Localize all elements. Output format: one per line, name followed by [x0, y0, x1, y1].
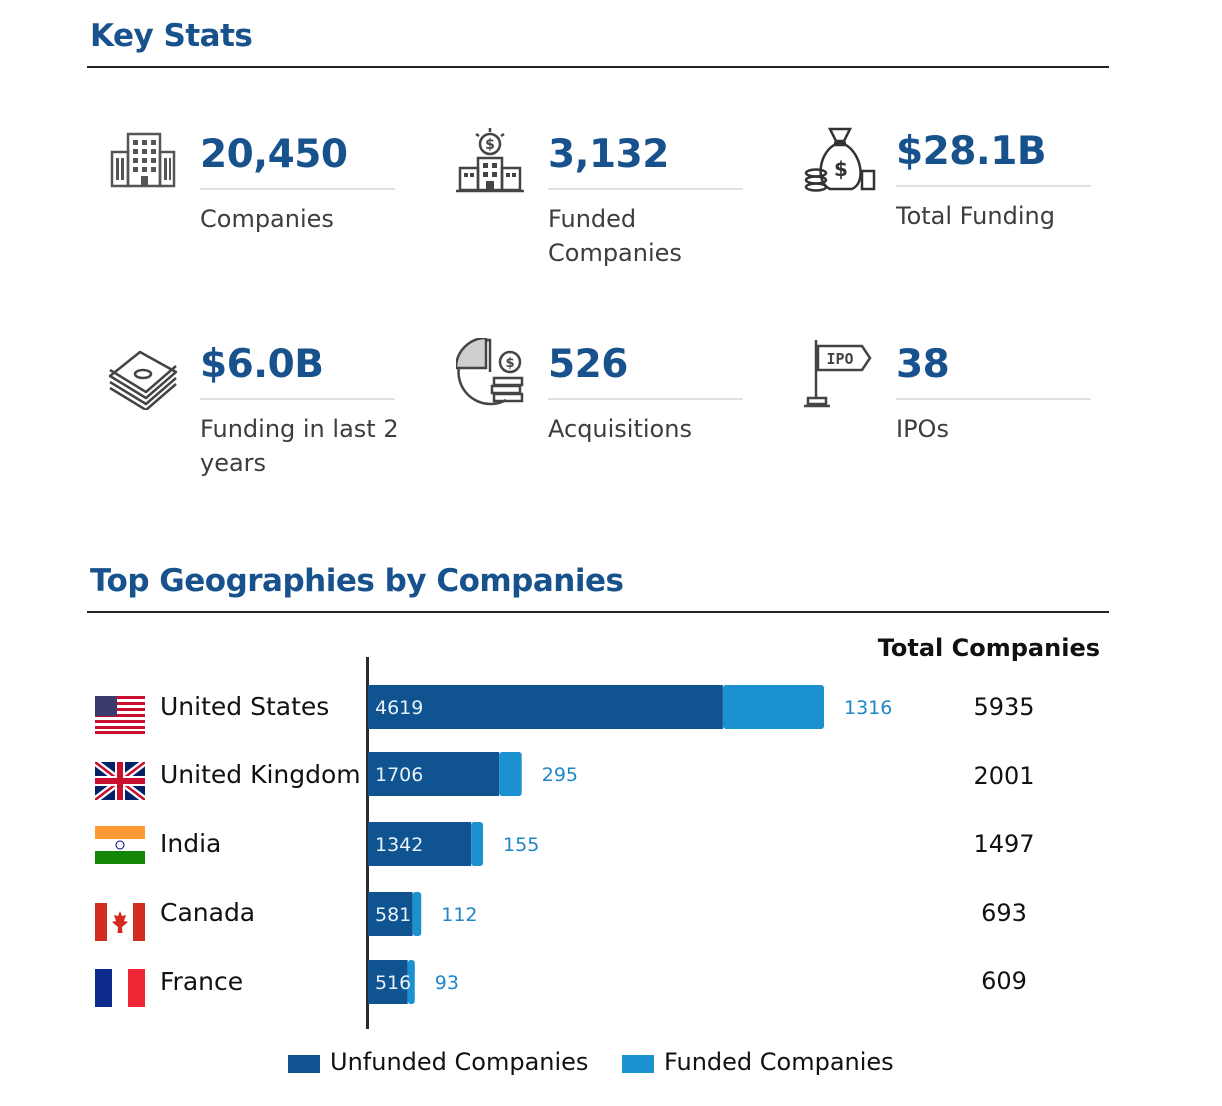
bar-group: 581 112 [368, 892, 478, 936]
data-label-unfunded: 1706 [375, 764, 423, 786]
bar-unfunded [368, 892, 413, 936]
ipo-signpost-icon: IPO [804, 340, 872, 408]
legend-label: Unfunded Companies [330, 1048, 589, 1076]
stat-divider [896, 185, 1091, 187]
stat-funding-last-2-years: $6.0B Funding in last 2 years [108, 338, 428, 488]
stat-value: 38 [896, 342, 950, 387]
stat-value: $6.0B [200, 342, 324, 387]
stat-divider [896, 398, 1091, 400]
bar-unfunded [368, 822, 472, 866]
stat-label: Acquisitions [548, 415, 692, 443]
key-stats-title: Key Stats [90, 18, 253, 54]
country-label: Canada [160, 898, 256, 927]
stat-label: IPOs [896, 415, 949, 443]
data-label-funded: 155 [503, 834, 539, 856]
stat-ipos: IPO 38 IPOs [804, 338, 1124, 488]
geographies-divider [87, 611, 1109, 613]
country-label: United Kingdom [160, 760, 361, 789]
total-value: 1497 [973, 830, 1035, 858]
stat-value: 526 [548, 342, 628, 387]
data-label-unfunded: 1342 [375, 834, 423, 856]
stat-divider [548, 398, 743, 400]
stat-companies: 20,450 Companies [108, 128, 428, 278]
bar-group: 4619 1316 [368, 685, 892, 729]
data-label-funded: 93 [435, 972, 459, 994]
stat-label: Total Funding [896, 202, 1055, 230]
bar-group: 1342 155 [368, 822, 539, 866]
bar-unfunded [368, 685, 723, 729]
country-label: India [160, 829, 222, 858]
stat-acquisitions: $ 526 Acquisitions [456, 338, 776, 488]
bar-funded [499, 752, 522, 796]
bar-funded [471, 822, 484, 866]
stat-divider [200, 188, 395, 190]
pie-coins-icon: $ [456, 338, 524, 406]
stat-value: 3,132 [548, 132, 669, 177]
svg-text:$: $ [485, 137, 495, 153]
legend-swatch-unfunded [288, 1055, 320, 1073]
stat-divider [548, 188, 743, 190]
stat-value: 20,450 [200, 132, 348, 177]
legend-swatch-funded [622, 1055, 654, 1073]
bar-unfunded [368, 752, 500, 796]
stat-label: Companies [200, 205, 334, 233]
data-label-unfunded: 581 [375, 904, 411, 926]
chart-axis [366, 657, 369, 1029]
stat-divider [200, 398, 395, 400]
country-label: France [160, 967, 244, 996]
bar-group: 516 93 [368, 960, 459, 1004]
total-value: 693 [981, 899, 1027, 927]
country-label: United States [160, 692, 330, 721]
data-label-funded: 1316 [844, 697, 892, 719]
total-value: 2001 [973, 762, 1035, 790]
bar-funded [407, 960, 415, 1004]
funded-building-icon: $ [456, 128, 524, 193]
cash-stack-icon [108, 350, 178, 410]
data-label-funded: 295 [542, 764, 578, 786]
us-flag-icon [95, 696, 145, 734]
svg-text:$: $ [834, 157, 848, 181]
bar-group: 1706 295 [368, 752, 578, 796]
uk-flag-icon [95, 762, 145, 800]
svg-text:IPO: IPO [826, 350, 853, 368]
stat-label: Funded Companies [548, 205, 682, 267]
bar-funded [722, 685, 824, 729]
key-stats-divider [87, 66, 1109, 68]
stat-value: $28.1B [896, 129, 1047, 174]
stat-total-funding: $ $28.1B Total Funding [804, 125, 1124, 275]
total-value: 5935 [973, 693, 1035, 721]
data-label-funded: 112 [441, 904, 477, 926]
legend-label: Funded Companies [664, 1048, 894, 1076]
india-flag-icon [95, 826, 145, 864]
stat-label: Funding in last 2 years [200, 415, 399, 477]
total-value: 609 [981, 967, 1027, 995]
canada-flag-icon [95, 903, 145, 941]
total-companies-header: Total Companies [877, 634, 1100, 662]
stat-funded-companies: $ 3,132 Funded Companies [456, 128, 776, 278]
data-label-unfunded: 516 [375, 972, 411, 994]
data-label-unfunded: 4619 [375, 697, 423, 719]
svg-text:$: $ [505, 356, 514, 371]
geographies-title: Top Geographies by Companies [90, 563, 624, 599]
money-bag-icon: $ [804, 127, 876, 192]
france-flag-icon [95, 969, 145, 1007]
bar-unfunded [368, 960, 408, 1004]
office-building-icon [110, 132, 176, 188]
bar-funded [412, 892, 422, 936]
